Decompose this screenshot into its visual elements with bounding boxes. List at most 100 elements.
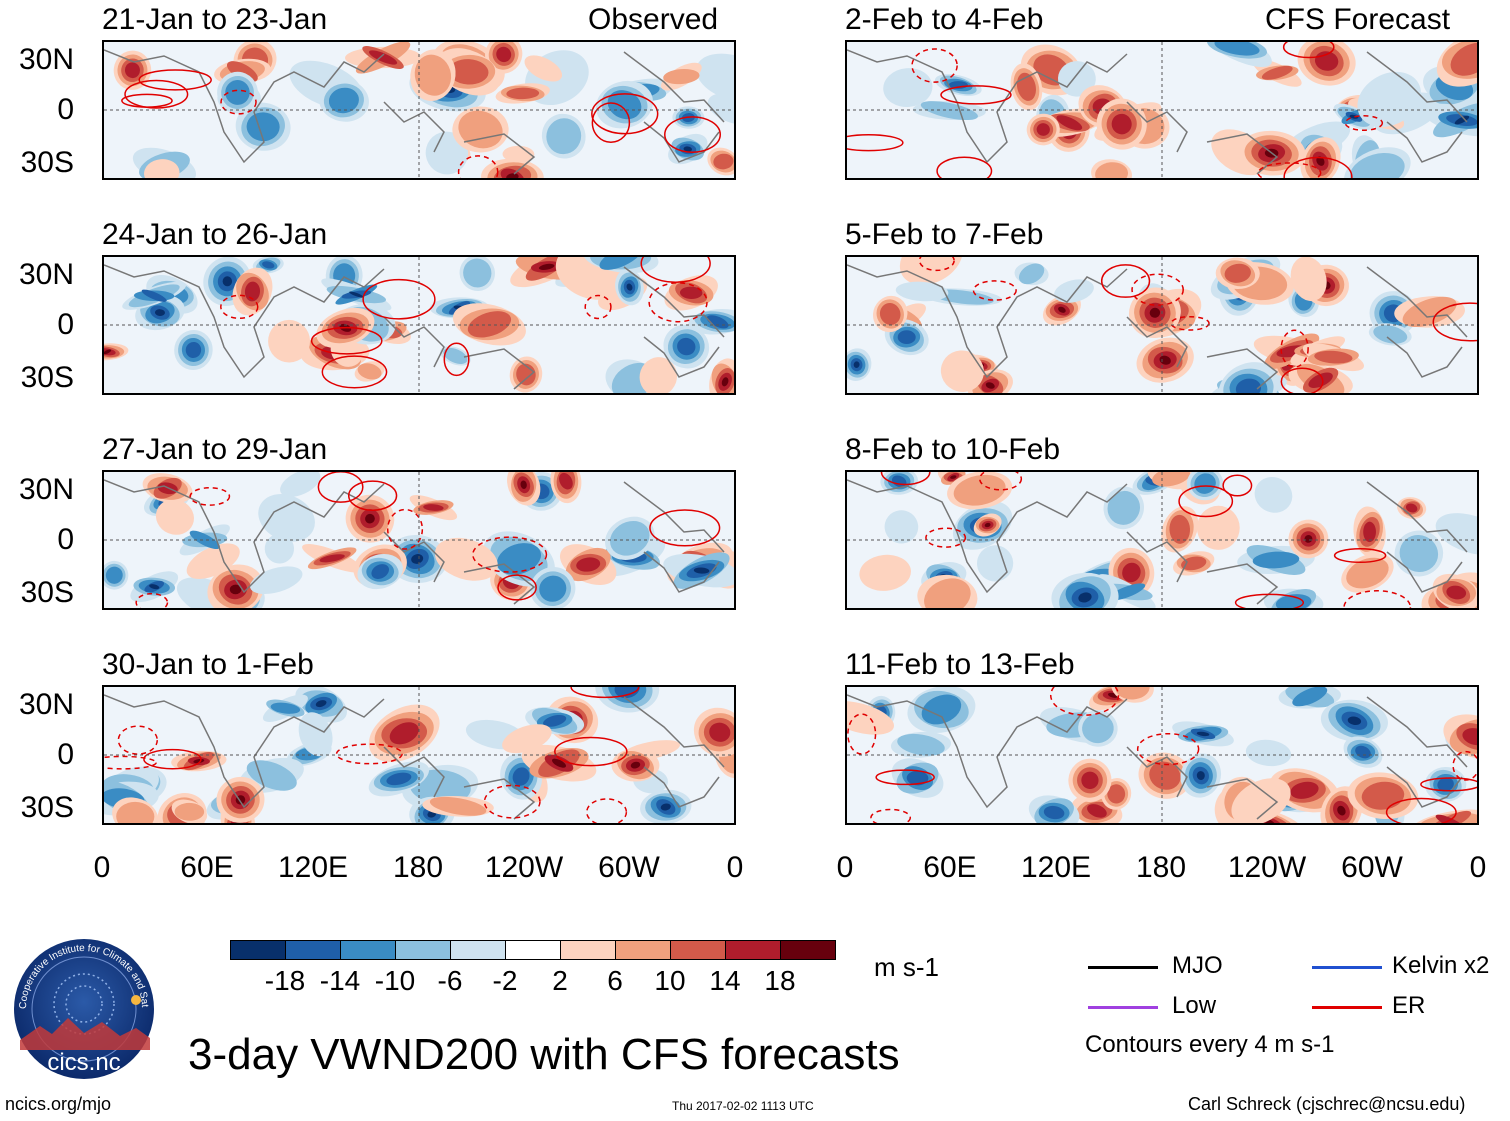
anomaly-blob (1337, 805, 1346, 816)
lon-label: 60W (1341, 851, 1403, 884)
main-title: 3-day VWND200 with CFS forecasts (188, 1030, 900, 1079)
colorbar-swatch (230, 940, 286, 960)
anomaly-blob (626, 283, 633, 291)
lon-label: 120W (1227, 851, 1307, 884)
coastline (623, 481, 725, 553)
panel-tag: Observed (588, 3, 719, 36)
er-contour (936, 156, 993, 178)
er-contour (870, 808, 912, 823)
anomaly-blob (906, 770, 929, 786)
anomaly-blob (155, 499, 194, 535)
anomaly-blob (953, 474, 1006, 506)
er-contour (121, 93, 173, 108)
map-panel (845, 470, 1479, 610)
panel-title: 2-Feb to 4-Feb (845, 3, 1044, 36)
er-contour (1432, 302, 1477, 342)
map-field (104, 687, 734, 823)
contour-note: Contours every 4 m s-1 (1085, 1031, 1335, 1058)
anomaly-blob (976, 545, 1014, 582)
er-contour (483, 784, 541, 819)
er-contour (472, 536, 548, 573)
coastline (847, 49, 1128, 164)
lat-label: 30N (18, 43, 74, 76)
legend-label-er: ER (1392, 992, 1426, 1019)
anomaly-blob (1290, 257, 1327, 302)
er-contour (138, 69, 212, 91)
colorbar-tick: 10 (654, 965, 686, 996)
anomaly-blob (524, 55, 563, 82)
er-contour (570, 687, 640, 699)
colorbar-swatch (670, 940, 726, 960)
anomaly-blob (1346, 557, 1389, 589)
anomaly-blob (677, 337, 696, 356)
lat-label: 30S (20, 146, 74, 179)
er-contour (1257, 162, 1322, 178)
er-contour (1452, 750, 1477, 781)
coastline (104, 479, 385, 594)
coastline (1126, 316, 1188, 368)
anomaly-blob (222, 276, 233, 287)
coastline (1386, 336, 1463, 378)
anomaly-blob (1350, 152, 1405, 178)
coastline (383, 101, 445, 153)
legend-label-kelvin: Kelvin x2 (1392, 952, 1490, 979)
anomaly-blob (884, 510, 919, 544)
anomaly-blob (458, 110, 503, 149)
coastline (1386, 121, 1463, 163)
colorbar-tick: 2 (552, 965, 568, 996)
map-field (847, 472, 1477, 608)
lat-label: 30S (20, 576, 74, 609)
coastline (643, 121, 720, 163)
er-contour (362, 278, 436, 320)
coastline (1126, 746, 1188, 798)
coastline (1366, 266, 1468, 338)
map-field (847, 687, 1477, 823)
colorbar-tick: 6 (607, 965, 623, 996)
anomaly-blob (502, 145, 535, 163)
colorbar-swatch (615, 940, 671, 960)
panel-title: 8-Feb to 10-Feb (845, 433, 1061, 466)
er-contour (1131, 273, 1184, 306)
er-contour (940, 85, 1012, 105)
anomaly-blob (599, 257, 642, 270)
anomaly-blob (512, 767, 530, 786)
anomaly-blob (1058, 306, 1066, 313)
anomaly-blob (448, 59, 489, 85)
lat-label: 0 (57, 523, 74, 556)
er-contour (664, 116, 722, 153)
map-panel (102, 255, 736, 395)
anomaly-blob (1095, 162, 1128, 178)
anomaly-blob (607, 90, 642, 120)
anomaly-blob (1122, 562, 1141, 583)
er-contour (1280, 329, 1309, 368)
anomaly-blob (1018, 263, 1045, 285)
anomaly-blob (349, 291, 364, 298)
map-panel (845, 40, 1479, 180)
anomaly-blob (1361, 781, 1405, 810)
legend-line-er (1312, 1006, 1382, 1009)
colorbar-tick: -14 (319, 965, 361, 996)
lon-label: 60E (923, 851, 977, 884)
er-contour (1170, 315, 1210, 331)
coastline (643, 551, 720, 593)
coastline (1386, 551, 1463, 593)
anomaly-blob (1196, 505, 1240, 550)
colorbar-swatch (780, 940, 836, 960)
coastline (383, 746, 445, 798)
anomaly-blob (610, 520, 650, 556)
anomaly-blob (365, 513, 375, 524)
anomaly-blob (899, 257, 963, 285)
map-field (847, 42, 1477, 178)
anomaly-blob (1043, 805, 1065, 820)
anomaly-blob (1081, 771, 1099, 790)
er-contour (1385, 797, 1457, 823)
er-contour (591, 93, 659, 135)
map-field (104, 472, 734, 608)
map-field (104, 257, 734, 393)
anomaly-blob (1450, 42, 1477, 76)
anomaly-blob (124, 62, 140, 79)
lat-label: 30N (18, 258, 74, 291)
anomaly-blob (1454, 115, 1470, 125)
colorbar-units: m s-1 (874, 952, 939, 982)
anomaly-blob (434, 537, 498, 581)
